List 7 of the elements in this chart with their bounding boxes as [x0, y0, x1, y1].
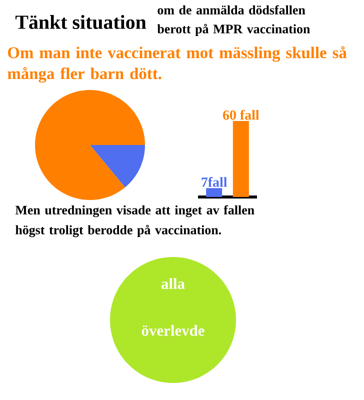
chart-title: Tänkt situation	[16, 14, 146, 30]
data-label: 60 fall	[222, 110, 260, 120]
text: Om man inte vaccinerat mot mässling skulle så många fler barn dött.	[8, 46, 347, 83]
text: om de anmälda dödsfallen berott på MPR vaccination	[157, 5, 310, 36]
text: Men utredningen visade att inget av fallen högst troligt berodde på vaccination.	[15, 205, 254, 238]
data-label: 7fall	[202, 176, 228, 187]
text: alla överlevde	[142, 278, 204, 336]
